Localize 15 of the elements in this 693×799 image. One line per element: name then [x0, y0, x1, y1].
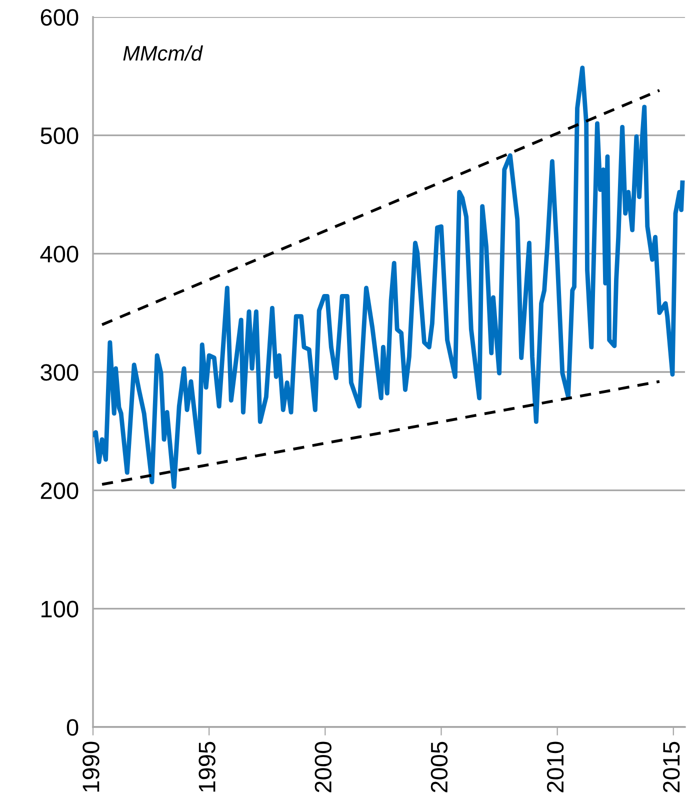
y-tick-label: 100 [42, 600, 78, 618]
y-tick-label: 600 [40, 9, 78, 26]
x-tick-label: 2005 [430, 742, 448, 792]
x-tick-label: 1990 [82, 742, 100, 792]
x-tick-label: 2000 [314, 742, 332, 792]
annotation: MMcm/d [123, 45, 204, 61]
line-series [93, 66, 685, 490]
y-tick-label: 500 [40, 127, 78, 144]
x-tick-label: 2015 [663, 742, 680, 792]
y-tick-label: 300 [40, 364, 78, 381]
x-tick-label: 1995 [198, 742, 216, 792]
x-tick-label: 2010 [546, 742, 564, 792]
y-tick-label: 0 [66, 719, 78, 736]
y-tick-label: 200 [40, 482, 78, 500]
y-tick-label: 400 [40, 246, 78, 262]
